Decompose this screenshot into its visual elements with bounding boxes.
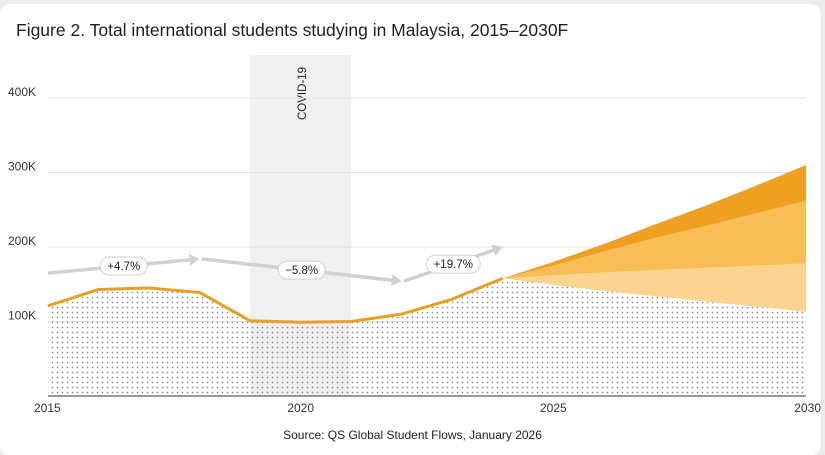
growth-label-pill xyxy=(425,254,481,274)
growth-label: −5.8% xyxy=(285,265,318,277)
historical-line xyxy=(47,276,504,324)
x-tick-label: 2025 xyxy=(540,401,567,415)
y-tick-label: 400K xyxy=(8,85,36,99)
growth-arrow-head xyxy=(491,244,503,256)
growth-arrow-head xyxy=(189,253,200,266)
growth-label-pill xyxy=(99,256,148,276)
growth-label: +4.7% xyxy=(107,261,140,273)
chart-title: Figure 2. Total international students s… xyxy=(16,20,569,40)
growth-label: +19.7% xyxy=(434,259,473,271)
growth-label-pill xyxy=(277,260,326,280)
forecast-band-low xyxy=(502,263,806,312)
y-tick-label: 200K xyxy=(8,234,36,248)
x-tick-label: 2015 xyxy=(34,401,61,415)
forecast-band-mid xyxy=(502,200,806,279)
x-tick-label: 2020 xyxy=(287,401,314,415)
historical-dotted-area xyxy=(48,278,806,396)
growth-arrow-head xyxy=(391,274,402,287)
y-tick-label: 100K xyxy=(8,309,36,323)
x-tick-label: 2030 xyxy=(794,401,821,415)
y-tick-label: 300K xyxy=(8,160,36,174)
covid-band-label: COVID-19 xyxy=(297,67,309,120)
chart-source: Source: QS Global Student Flows, January… xyxy=(283,428,542,442)
